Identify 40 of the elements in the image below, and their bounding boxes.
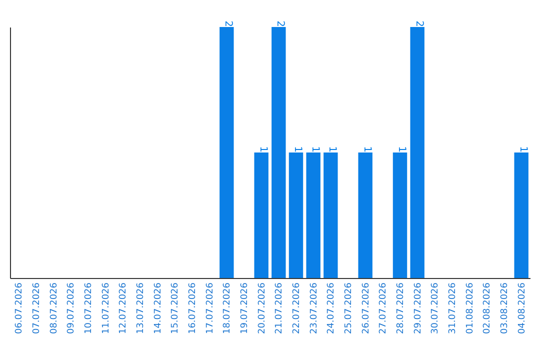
data-label: 1 [292,146,303,152]
data-label: 1 [326,146,338,152]
x-tick-label: 20.07.2026 [257,282,268,334]
data-label: 1 [396,146,407,152]
data-label: 1 [257,146,268,152]
x-tick-label: 17.07.2026 [205,282,216,334]
x-tick-label: 24.07.2026 [326,282,337,334]
data-label: 2 [413,20,424,27]
x-tick-label: 25.07.2026 [344,282,354,334]
x-tick-label: 16.07.2026 [188,282,198,334]
x-tick-label: 21.07.2026 [274,282,285,334]
data-label: 1 [361,146,372,152]
data-label: 1 [517,146,528,152]
data-label: 1 [309,146,320,152]
data-label: 2 [222,20,234,27]
x-tick-label: 07.07.2026 [32,282,42,334]
x-tick-label: 13.07.2026 [136,282,146,334]
x-tick-label: 15.07.2026 [170,282,181,334]
x-tick-label: 11.07.2026 [101,282,112,334]
x-tick-label: 03.08.2026 [500,282,510,334]
x-tick-label: 30.07.2026 [430,282,441,334]
x-tick-label: 01.08.2026 [465,282,476,334]
data-label: 2 [274,20,286,27]
x-tick-label: 10.07.2026 [84,282,94,334]
x-tick-label: 23.07.2026 [309,282,320,334]
x-tick-label: 14.07.2026 [153,282,164,334]
x-tick-label: 04.08.2026 [517,282,528,334]
x-tick-label: 09.07.2026 [66,282,77,334]
x-tick-label: 19.07.2026 [240,282,250,334]
x-tick-label: 31.07.2026 [448,282,458,334]
x-tick-label: 08.07.2026 [49,282,60,334]
x-tick-label: 28.07.2026 [396,282,406,334]
x-tick-label: 18.07.2026 [222,282,233,334]
x-tick-label: 12.07.2026 [118,282,129,334]
x-tick-label: 06.07.2026 [14,282,25,334]
x-tick-label: 02.08.2026 [482,282,493,334]
x-tick-label: 29.07.2026 [413,282,424,334]
x-tick-label: 27.07.2026 [378,282,389,334]
x-tick-label: 22.07.2026 [292,282,302,334]
x-tick-label: 26.07.2026 [361,282,372,334]
